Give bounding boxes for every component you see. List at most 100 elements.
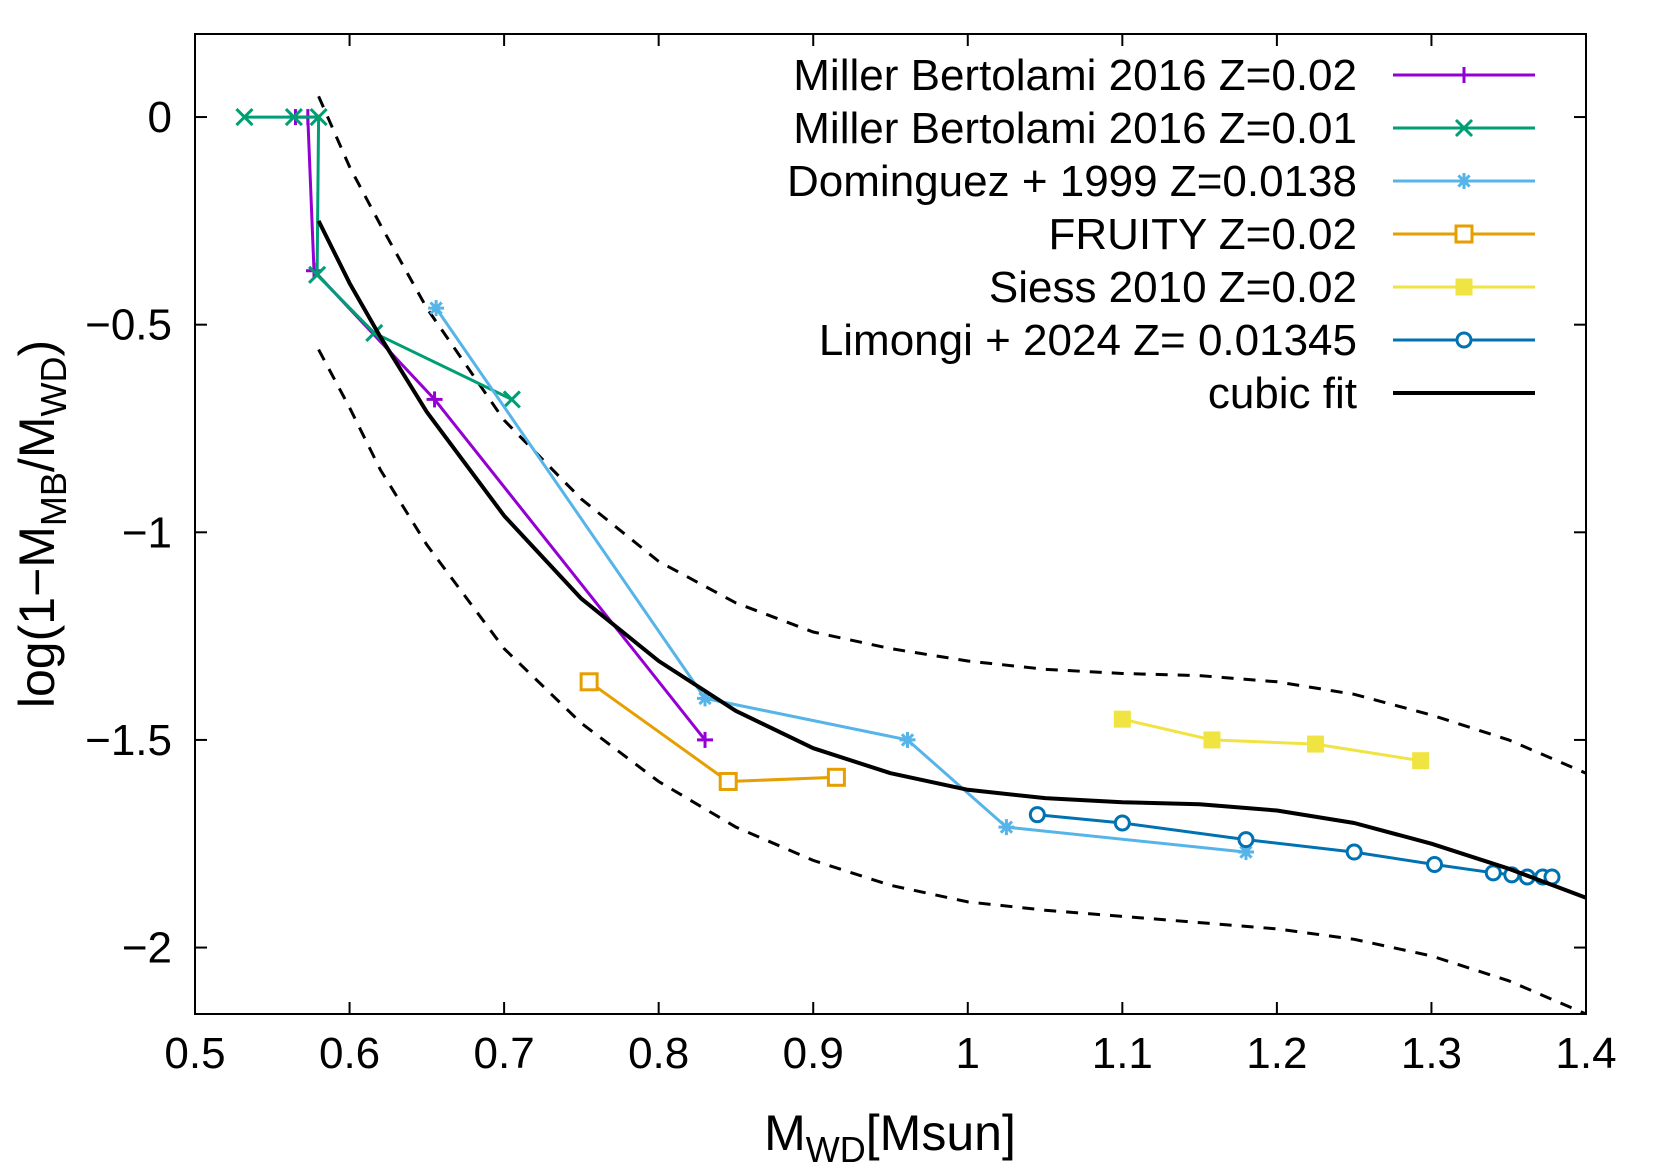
legend-label: FRUITY Z=0.02: [1048, 210, 1357, 259]
data-point-miller-bertolami-2016-z-0-01: [235, 107, 254, 127]
data-point-siess-2010-z-0-02: [1412, 752, 1430, 770]
legend-entry-limongi-2024-z-0-01345: Limongi + 2024 Z= 0.01345: [819, 316, 1535, 365]
marker-star: [429, 301, 443, 315]
x-tick-label: 0.5: [164, 1029, 225, 1078]
data-point-fruity-z-0-02: [718, 771, 738, 791]
x-tick-label: 1.3: [1401, 1029, 1462, 1078]
legend-entry-dominguez-1999-z-0-0138: Dominguez + 1999 Z=0.0138: [787, 157, 1535, 206]
legend-entry-fruity-z-0-02: FRUITY Z=0.02: [1048, 210, 1535, 259]
data-point-limongi-2024-z-0-01345: [1345, 843, 1363, 861]
marker-cross: [309, 107, 328, 127]
legend-label: Limongi + 2024 Z= 0.01345: [819, 316, 1357, 365]
data-point-fruity-z-0-02: [826, 767, 846, 787]
y-tick-label: −0.5: [85, 301, 172, 350]
marker-filled-square: [1412, 752, 1430, 770]
x-axis-label: MWD[Msun]: [764, 1105, 1016, 1163]
marker-filled-square: [1113, 710, 1131, 728]
legend-marker-filled-square: [1455, 278, 1473, 296]
marker-star: [900, 733, 915, 747]
y-axis-label: log(1−MMB/MWD): [9, 340, 74, 708]
marker-open-circle: [1426, 856, 1444, 874]
data-point-dominguez-1999-z-0-0138: [998, 819, 1015, 836]
y-axis-label-part1: log(1−M: [9, 526, 65, 708]
data-point-miller-bertolami-2016-z-0-01: [309, 107, 328, 127]
marker-open-circle: [1484, 864, 1502, 882]
y-tick-label: −1.5: [85, 716, 172, 765]
marker-open-circle: [1237, 831, 1255, 849]
legend-label: cubic fit: [1208, 369, 1357, 418]
series-line-siess-2010-z-0-02: [1121, 717, 1421, 763]
series-line-cubic-fit: [316, 220, 1586, 900]
y-tick-label: 0: [148, 93, 172, 142]
series-lines: [235, 107, 1586, 900]
x-axis-label-main: M: [764, 1105, 806, 1161]
data-point-siess-2010-z-0-02: [1113, 710, 1131, 728]
band-line-1: [317, 95, 1586, 775]
marker-open-square: [718, 771, 738, 791]
legend-marker-open-square: [1454, 224, 1474, 244]
data-point-dominguez-1999-z-0-0138: [428, 300, 445, 317]
marker-open-circle: [1028, 806, 1046, 824]
data-point-miller-bertolami-2016-z-0-02: [697, 731, 714, 748]
legend-label: Dominguez + 1999 Z=0.0138: [787, 157, 1357, 206]
data-point-siess-2010-z-0-02: [1203, 731, 1221, 749]
x-axis-label-rest: [Msun]: [866, 1105, 1016, 1161]
legend-marker-cross: [1454, 118, 1474, 138]
marker-cross: [308, 265, 327, 284]
data-point-limongi-2024-z-0-01345: [1484, 864, 1502, 882]
legend-entry-miller-bertolami-2016-z-0-02: Miller Bertolami 2016 Z=0.02: [793, 51, 1535, 100]
y-axis-label-sub1: MB: [33, 472, 74, 526]
confidence-bands: [317, 95, 1586, 1014]
y-tick-label: −1: [122, 508, 172, 557]
marker-cross: [284, 107, 303, 127]
series-siess-2010-z-0-02: [1113, 710, 1430, 770]
series-line-miller-bertolami-2016-z-0-01: [244, 115, 513, 401]
x-tick-label: 0.8: [628, 1029, 689, 1078]
marker-open-square: [579, 672, 599, 692]
legend-marker-star: [1457, 174, 1471, 188]
y-axis-label-sub2: WD: [33, 357, 74, 417]
data-point-limongi-2024-z-0-01345: [1113, 814, 1131, 832]
marker-filled-square: [1203, 731, 1221, 749]
legend-entry-miller-bertolami-2016-z-0-01: Miller Bertolami 2016 Z=0.01: [793, 104, 1535, 153]
data-point-fruity-z-0-02: [579, 672, 599, 692]
marker-open-circle: [1345, 843, 1363, 861]
y-axis-label-part3: ): [9, 340, 65, 357]
data-point-miller-bertolami-2016-z-0-02: [426, 391, 443, 408]
marker-cross: [365, 323, 384, 343]
plot-frame: [194, 33, 1587, 1015]
legend-marker-open-circle: [1455, 331, 1473, 349]
legend-entry-cubic-fit: cubic fit: [1208, 369, 1535, 418]
data-point-miller-bertolami-2016-z-0-01: [502, 390, 521, 409]
legend-label: Miller Bertolami 2016 Z=0.01: [793, 104, 1357, 153]
series-fruity-z-0-02: [579, 672, 846, 791]
axis-ticks: 0.5 0.6 0.7 0.8 0.9 1 1.1 1.2 1.3 1.4 0 −0.5 −1 −1.5 −…: [85, 34, 1617, 1078]
x-tick-label: 0.9: [783, 1029, 844, 1078]
marker-open-square: [826, 767, 846, 787]
x-tick-label: 1.1: [1092, 1029, 1153, 1078]
data-point-miller-bertolami-2016-z-0-01: [284, 107, 303, 127]
legend-label: Miller Bertolami 2016 Z=0.02: [793, 51, 1357, 100]
series-miller-bertolami-2016-z-0-01: [235, 107, 521, 409]
data-point-limongi-2024-z-0-01345: [1426, 856, 1444, 874]
legend-entry-siess-2010-z-0-02: Siess 2010 Z=0.02: [989, 263, 1535, 312]
marker-cross: [502, 390, 521, 409]
marker-star: [999, 820, 1014, 834]
x-tick-label: 0.7: [474, 1029, 535, 1078]
series-dominguez-1999-z-0-0138: [428, 300, 1254, 861]
x-tick-label: 0.6: [319, 1029, 380, 1078]
x-axis-label-sub: WD: [806, 1129, 866, 1163]
x-tick-label: 1: [956, 1029, 980, 1078]
data-point-siess-2010-z-0-02: [1307, 735, 1325, 753]
data-point-dominguez-1999-z-0-0138: [899, 731, 916, 748]
legend-label: Siess 2010 Z=0.02: [989, 263, 1357, 312]
series-cubic-fit: [316, 220, 1586, 900]
data-point-limongi-2024-z-0-01345: [1028, 806, 1046, 824]
band-line-2: [317, 348, 1586, 1014]
marker-open-circle: [1113, 814, 1131, 832]
marker-cross: [235, 107, 254, 127]
marker-filled-square: [1307, 735, 1325, 753]
series-limongi-2024-z-0-01345: [1028, 806, 1561, 886]
